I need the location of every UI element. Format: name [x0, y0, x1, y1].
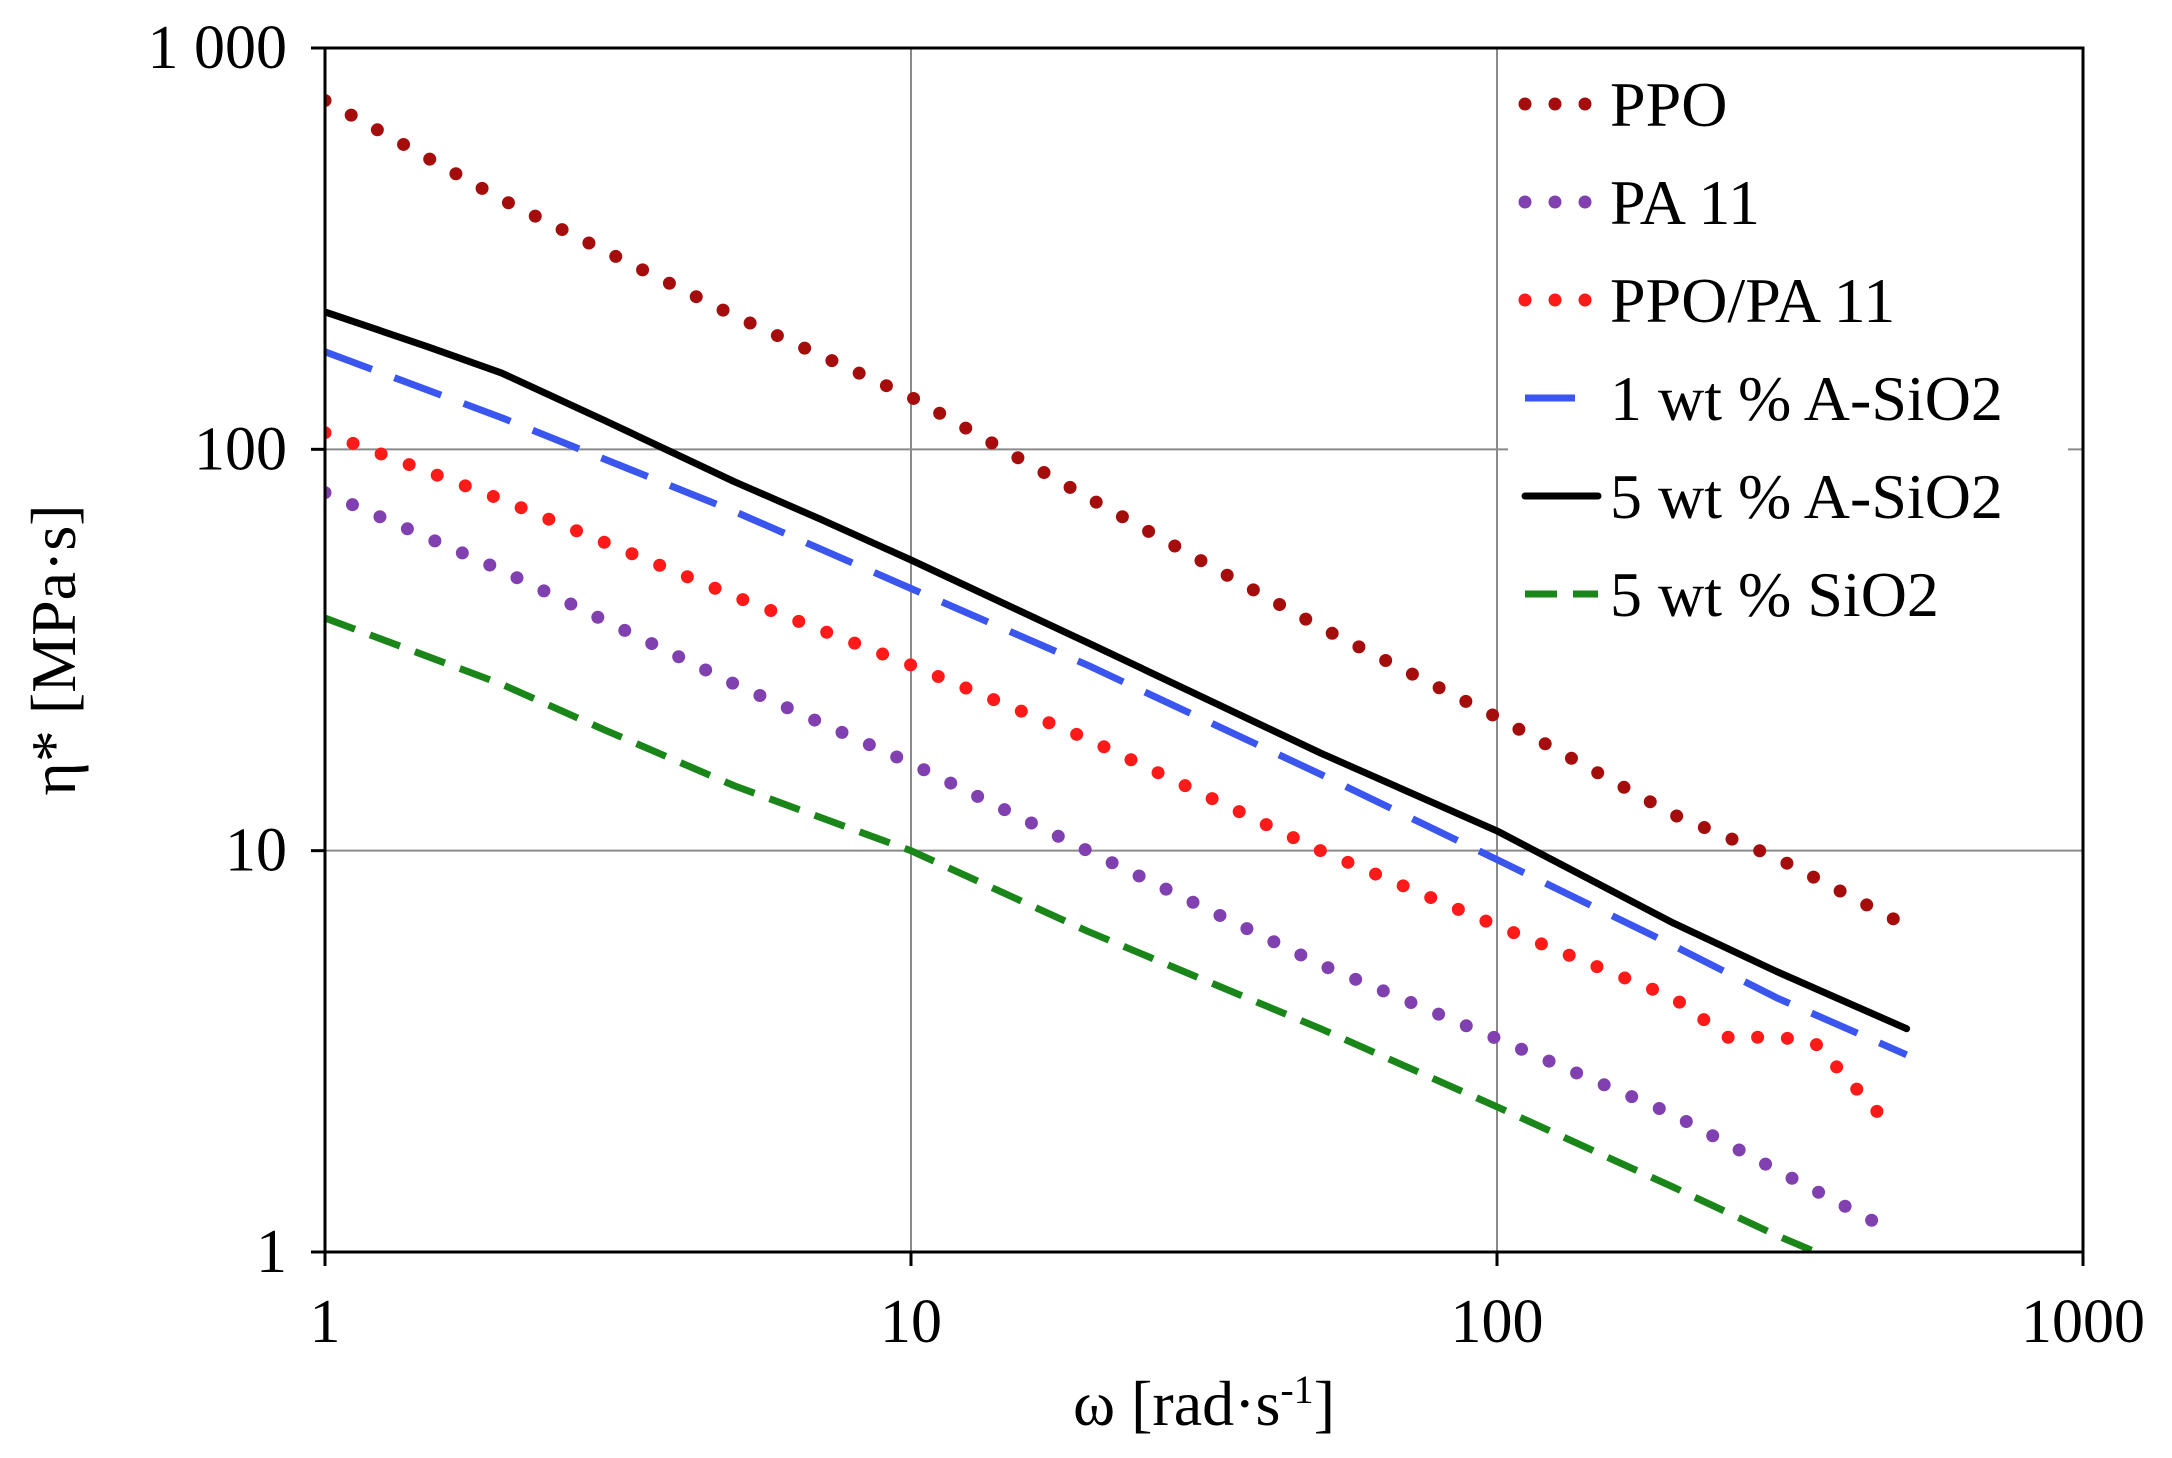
plot-frame — [323, 46, 2085, 1254]
x-tick-label: 1 — [310, 1288, 341, 1356]
x-axis-title: ω [rad·s-1] — [1073, 1367, 1335, 1440]
legend: PPO PA 11 PPO/PA 11 1 wt % A-SiO2 5 wt % A-S… — [1518, 69, 2003, 630]
series-line-3 — [325, 348, 1909, 1059]
legend-label-2: PPO/PA 11 — [1610, 265, 1895, 336]
axis-ticks: 1 10 100 1000 1 10 100 1 000 — [148, 14, 2146, 1356]
series-line-4 — [325, 308, 1911, 1033]
series-line-5 — [325, 614, 1818, 1252]
legend-label-0: PPO — [1610, 69, 1727, 140]
grid-lines — [325, 48, 2083, 1252]
y-tick-label: 100 — [194, 415, 287, 483]
y-tick-label: 1 000 — [148, 14, 288, 82]
y-axis-title: η* [MPa·s] — [18, 504, 89, 795]
series-group — [325, 94, 1914, 1252]
y-tick-label: 10 — [225, 817, 287, 885]
series-line-0 — [325, 94, 1914, 933]
legend-label-4: 5 wt % A-SiO2 — [1610, 461, 2003, 532]
legend-label-1: PA 11 — [1610, 167, 1760, 238]
legend-label-3: 1 wt % A-SiO2 — [1610, 363, 2003, 434]
legend-label-5: 5 wt % SiO2 — [1610, 559, 1939, 630]
y-tick-label: 1 — [256, 1218, 287, 1286]
x-tick-label: 1000 — [2021, 1288, 2145, 1356]
x-axis-title-dot: · — [1234, 1368, 1255, 1439]
series-line-2 — [325, 426, 1887, 1122]
x-tick-label: 100 — [1451, 1288, 1544, 1356]
x-tick-label: 10 — [880, 1288, 942, 1356]
legend-background — [1508, 70, 2068, 630]
